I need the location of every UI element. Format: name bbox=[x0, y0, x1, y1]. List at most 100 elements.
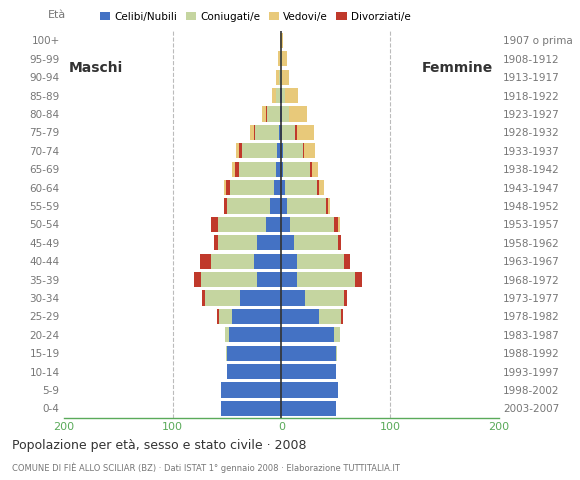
Legend: Celibi/Nubili, Coniugati/e, Vedovi/e, Divorziati/e: Celibi/Nubili, Coniugati/e, Vedovi/e, Di… bbox=[96, 8, 415, 26]
Bar bbox=[281, 309, 320, 324]
Bar bbox=[281, 107, 282, 121]
Bar bbox=[355, 272, 362, 287]
Text: Maschi: Maschi bbox=[69, 61, 124, 75]
Bar bbox=[281, 290, 305, 306]
Bar bbox=[224, 198, 227, 214]
Bar bbox=[336, 346, 337, 361]
Bar bbox=[281, 383, 338, 397]
Bar bbox=[279, 70, 281, 85]
Bar bbox=[211, 253, 254, 269]
Bar bbox=[338, 217, 340, 232]
Bar bbox=[224, 180, 226, 195]
Bar bbox=[326, 198, 328, 214]
Bar bbox=[281, 51, 282, 66]
Bar bbox=[338, 235, 341, 251]
Bar bbox=[254, 253, 281, 269]
Bar bbox=[201, 272, 258, 287]
Bar bbox=[295, 125, 296, 140]
Bar bbox=[222, 401, 281, 416]
Bar bbox=[281, 235, 295, 251]
Bar bbox=[226, 346, 227, 361]
Bar bbox=[281, 253, 296, 269]
Bar bbox=[289, 107, 307, 121]
Bar bbox=[242, 143, 277, 158]
Bar bbox=[227, 198, 270, 214]
Bar bbox=[282, 70, 289, 85]
Bar bbox=[262, 107, 266, 121]
Bar bbox=[226, 180, 230, 195]
Bar bbox=[278, 51, 280, 66]
Bar bbox=[234, 162, 239, 177]
Bar bbox=[200, 253, 211, 269]
Bar bbox=[227, 364, 281, 379]
Bar bbox=[227, 346, 281, 361]
Bar bbox=[279, 125, 281, 140]
Bar bbox=[310, 162, 312, 177]
Bar bbox=[254, 125, 255, 140]
Bar bbox=[328, 198, 330, 214]
Bar bbox=[225, 327, 229, 342]
Bar bbox=[218, 235, 258, 251]
Bar bbox=[345, 290, 347, 306]
Bar bbox=[281, 346, 336, 361]
Bar bbox=[250, 125, 254, 140]
Bar bbox=[235, 143, 239, 158]
Bar bbox=[341, 309, 343, 324]
Bar bbox=[304, 143, 315, 158]
Bar bbox=[317, 180, 320, 195]
Bar bbox=[281, 180, 285, 195]
Bar bbox=[281, 33, 284, 48]
Bar bbox=[282, 107, 289, 121]
Bar bbox=[281, 143, 284, 158]
Bar bbox=[281, 364, 336, 379]
Bar bbox=[277, 143, 281, 158]
Bar bbox=[285, 88, 298, 103]
Bar bbox=[258, 272, 281, 287]
Bar bbox=[270, 198, 281, 214]
Bar bbox=[266, 217, 281, 232]
Bar bbox=[290, 217, 334, 232]
Bar bbox=[285, 180, 317, 195]
Bar bbox=[280, 51, 281, 66]
Bar bbox=[282, 51, 287, 66]
Text: Età: Età bbox=[48, 10, 66, 20]
Bar bbox=[305, 290, 345, 306]
Bar bbox=[239, 143, 242, 158]
Bar bbox=[230, 180, 274, 195]
Bar bbox=[274, 180, 281, 195]
Bar bbox=[281, 198, 287, 214]
Bar bbox=[233, 162, 234, 177]
Bar bbox=[296, 125, 314, 140]
Bar bbox=[296, 253, 345, 269]
Bar bbox=[281, 401, 336, 416]
Bar bbox=[280, 88, 281, 103]
Bar bbox=[276, 162, 281, 177]
Bar bbox=[296, 272, 355, 287]
Bar bbox=[281, 162, 284, 177]
Bar bbox=[218, 217, 266, 232]
Bar bbox=[255, 125, 279, 140]
Bar bbox=[276, 70, 279, 85]
Bar bbox=[211, 217, 218, 232]
Bar bbox=[214, 235, 218, 251]
Bar bbox=[222, 383, 281, 397]
Text: COMUNE DI FIÈ ALLO SCILIAR (BZ) · Dati ISTAT 1° gennaio 2008 · Elaborazione TUTT: COMUNE DI FIÈ ALLO SCILIAR (BZ) · Dati I… bbox=[12, 463, 400, 473]
Bar bbox=[229, 327, 281, 342]
Bar bbox=[217, 309, 219, 324]
Bar bbox=[271, 88, 276, 103]
Bar bbox=[320, 180, 324, 195]
Bar bbox=[334, 217, 338, 232]
Bar bbox=[281, 217, 290, 232]
Bar bbox=[303, 143, 304, 158]
Bar bbox=[240, 290, 281, 306]
Bar bbox=[295, 235, 338, 251]
Bar bbox=[334, 327, 340, 342]
Bar bbox=[280, 107, 281, 121]
Bar bbox=[345, 253, 350, 269]
Bar bbox=[267, 107, 280, 121]
Bar bbox=[239, 162, 276, 177]
Bar bbox=[194, 272, 201, 287]
Bar bbox=[284, 162, 310, 177]
Bar bbox=[281, 272, 296, 287]
Bar bbox=[281, 125, 282, 140]
